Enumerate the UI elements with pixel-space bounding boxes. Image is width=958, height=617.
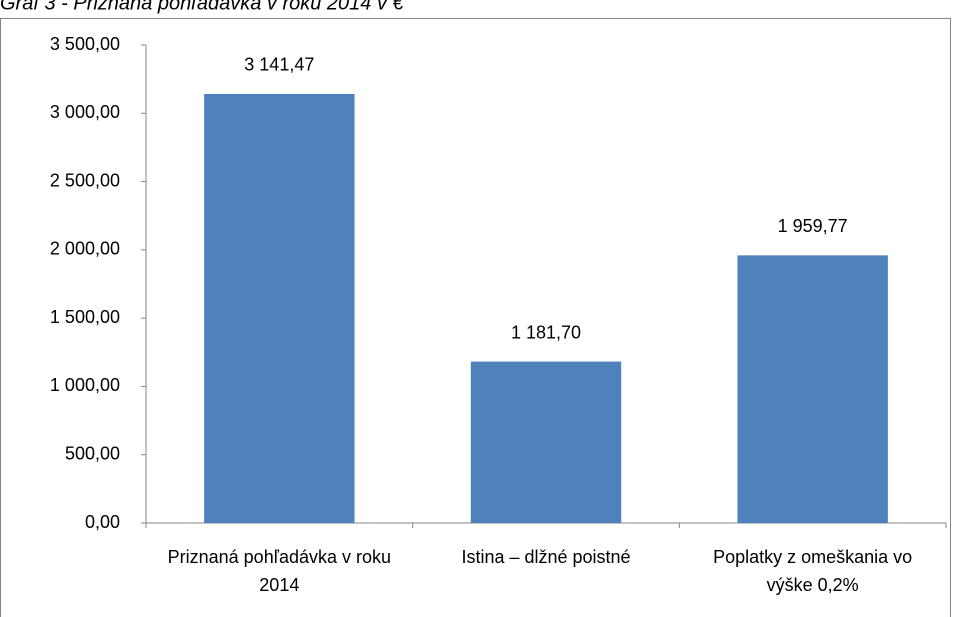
- bar: [204, 93, 355, 523]
- bar: [470, 361, 622, 523]
- y-tick-label: 0,00: [85, 512, 120, 532]
- x-tick-label: Poplatky z omeškania vo výške 0,2%: [713, 547, 913, 595]
- y-tick-label: 2 500,00: [50, 170, 120, 190]
- chart-title: Graf 3 - Priznaná pohľadávka v roku 2014…: [0, 0, 405, 14]
- data-label: 3 141,47: [244, 55, 314, 75]
- y-tick-label: 3 000,00: [50, 102, 120, 122]
- y-tick-label: 2 000,00: [50, 239, 120, 259]
- y-tick-label: 3 500,00: [50, 34, 120, 54]
- bar: [737, 255, 888, 523]
- x-tick-label: Priznaná pohľadávka v roku 2014: [167, 547, 392, 595]
- data-label: 1 959,77: [778, 216, 848, 236]
- data-label: 1 181,70: [511, 322, 581, 342]
- x-tick-label: Istina – dlžné poistné: [461, 547, 631, 567]
- y-tick-label: 1 500,00: [50, 307, 120, 327]
- y-tick-label: 1 000,00: [50, 375, 120, 395]
- y-tick-label: 500,00: [65, 443, 120, 463]
- chart-frame: [0, 18, 951, 617]
